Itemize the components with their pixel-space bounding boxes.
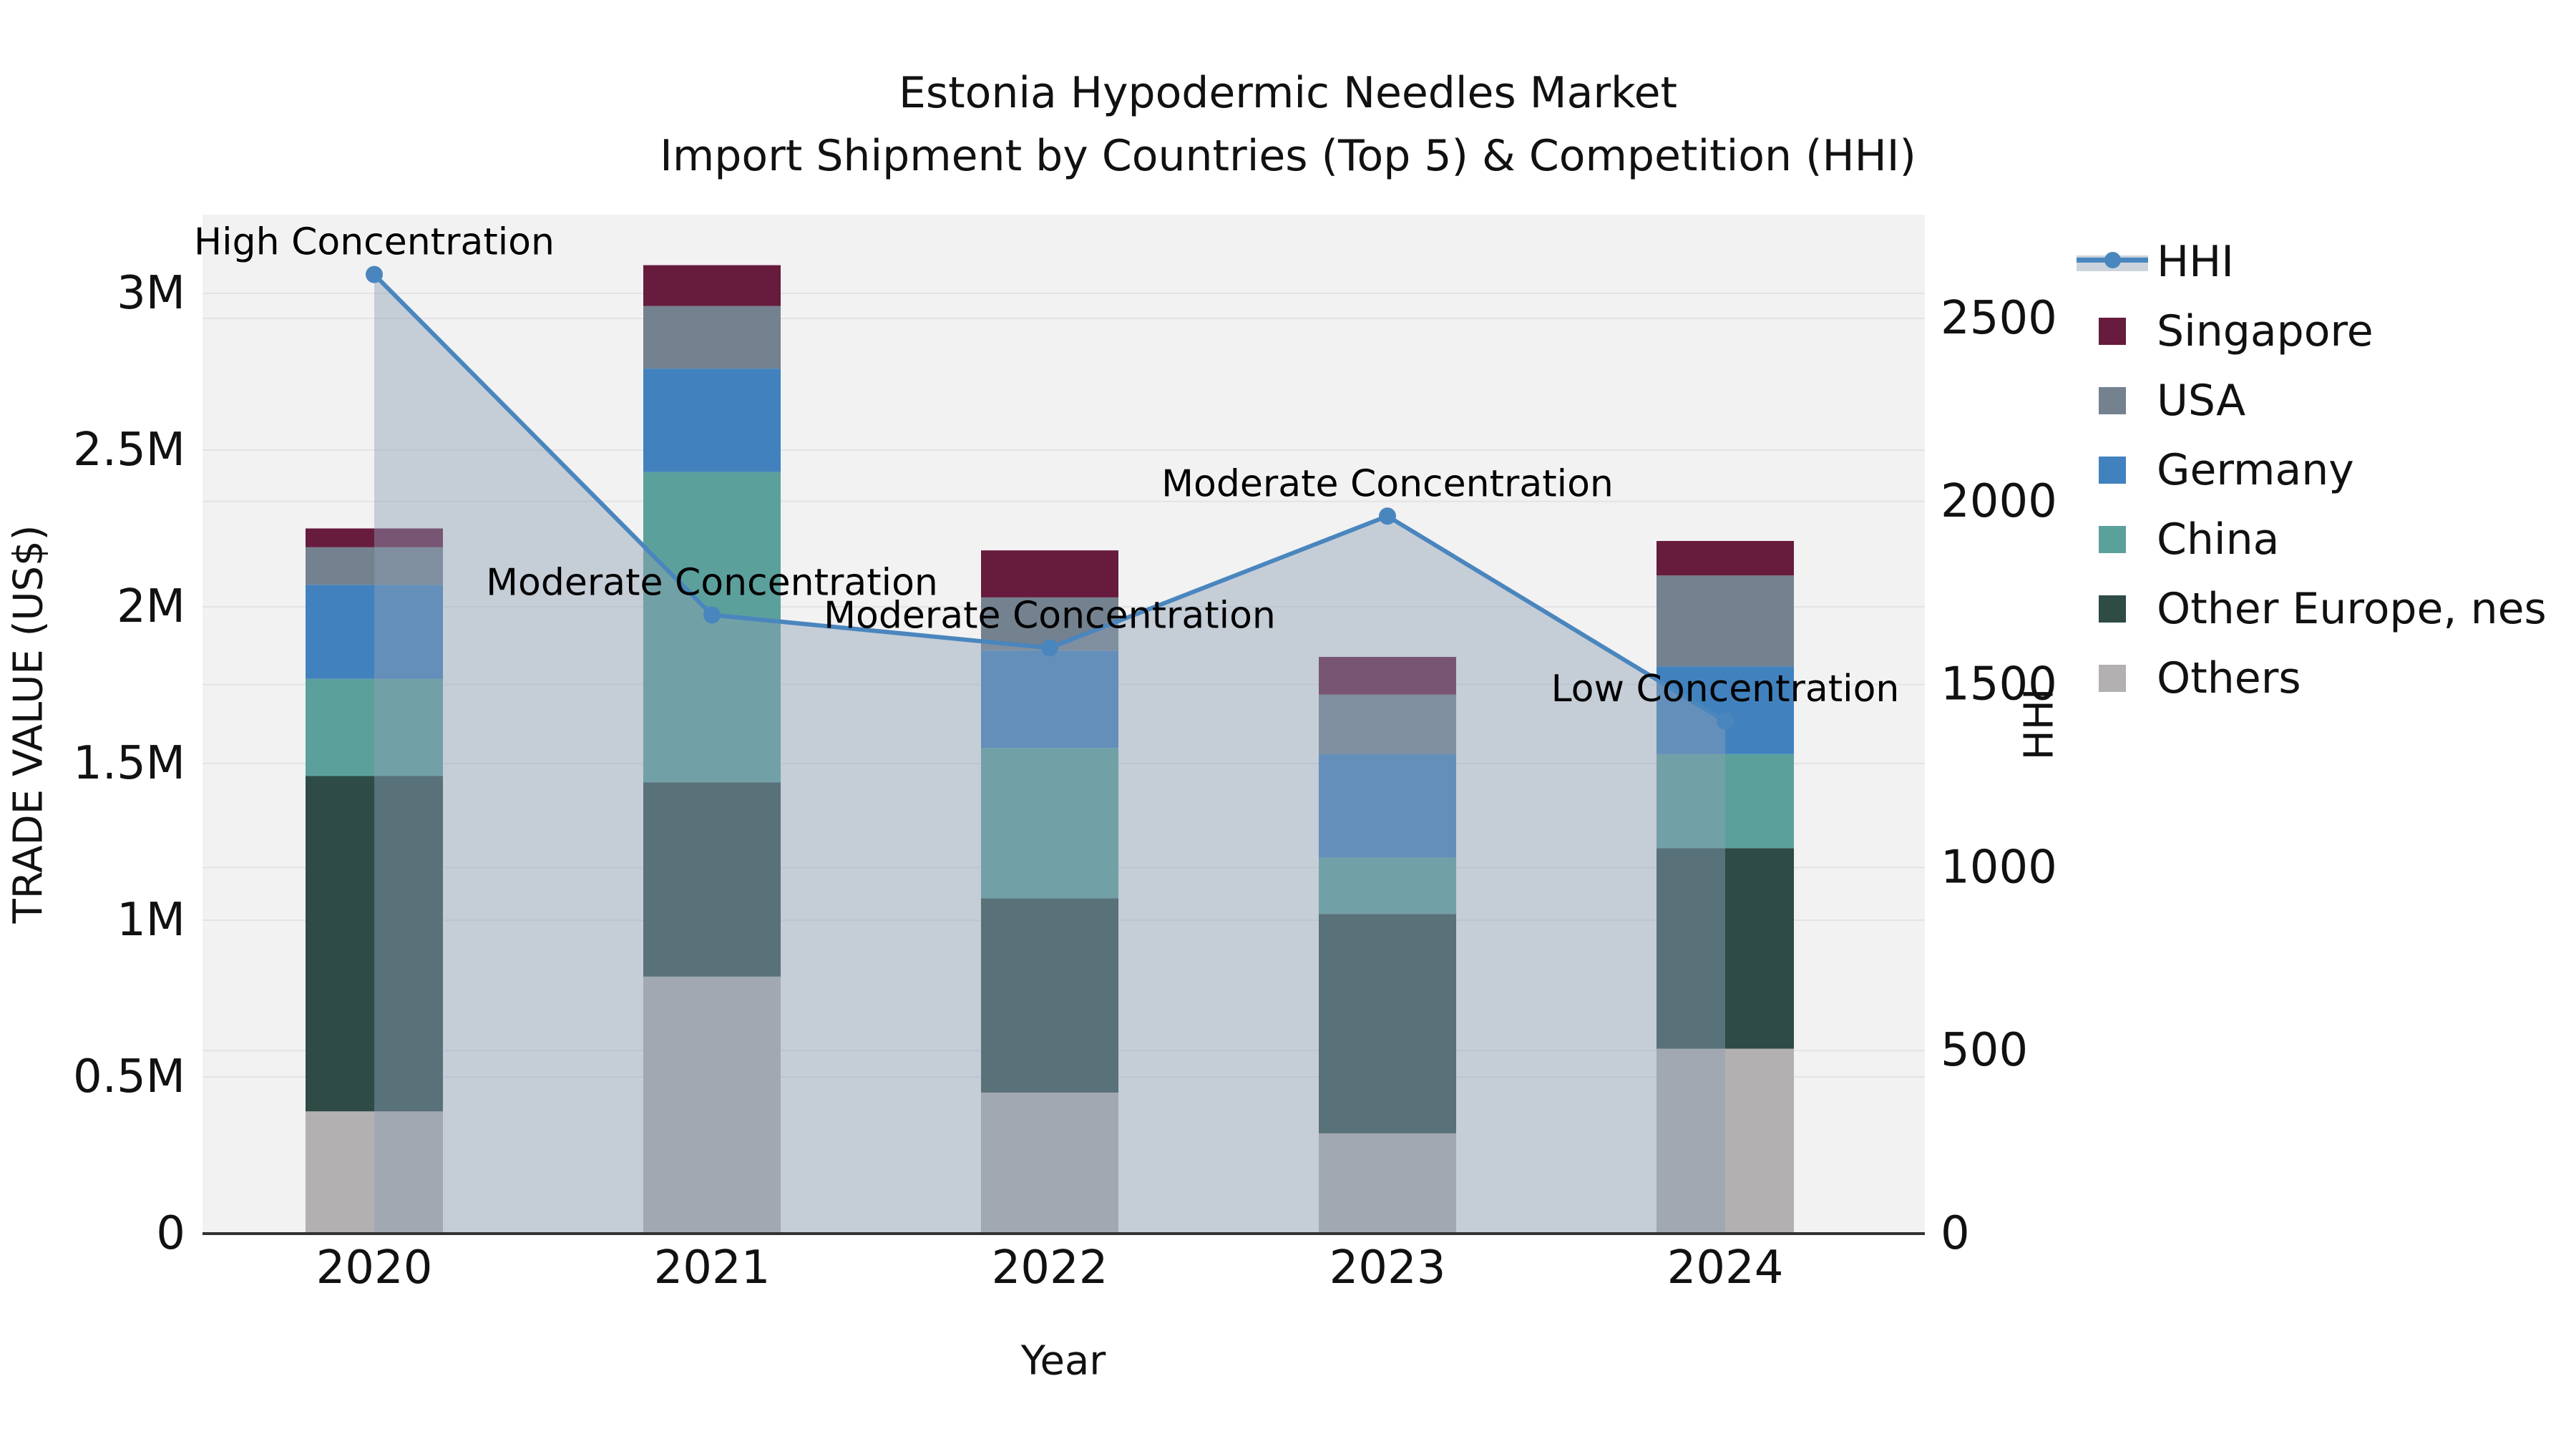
bar-segment-2021-germany [643, 369, 781, 472]
annotation-2021: Moderate Concentration [486, 561, 938, 604]
legend-color-swatch-icon [2075, 317, 2150, 345]
bar-segment-2020-germany [306, 585, 443, 679]
x-tick-2020: 2020 [316, 1241, 433, 1294]
bar-segment-2024-other-europe-nes [1657, 848, 1794, 1049]
legend-label: Other Europe, nes [2157, 583, 2547, 634]
x-tick-2024: 2024 [1667, 1241, 1784, 1294]
hhi-marker-2020 [366, 265, 383, 283]
legend-label: Singapore [2157, 306, 2373, 356]
hhi-marker-2024 [1717, 712, 1734, 730]
bar-segment-2023-other-europe-nes [1319, 914, 1456, 1133]
legend-item-germany: Germany [2075, 435, 2547, 504]
bar-segment-2022-germany [981, 650, 1118, 748]
bar-segment-2022-other-europe-nes [981, 898, 1118, 1093]
bar-segment-2021-china [643, 472, 781, 783]
bar-segment-2023-others [1319, 1133, 1456, 1234]
bar-segment-2022-singapore [981, 550, 1118, 597]
y-left-tick-2.5M: 2.5M [73, 424, 185, 477]
annotation-2023: Moderate Concentration [1161, 462, 1614, 505]
x-tick-2022: 2022 [992, 1241, 1108, 1294]
legend-label: Germany [2157, 444, 2354, 495]
legend-color-swatch-icon [2075, 664, 2150, 692]
bar-segment-2021-usa [643, 306, 781, 369]
bar-segment-2020-other-europe-nes [306, 776, 443, 1112]
y-left-tick-0.5M: 0.5M [73, 1050, 185, 1103]
legend-item-other-europe-nes: Other Europe, nes [2075, 574, 2547, 643]
bar-segment-2024-usa [1657, 575, 1794, 667]
legend-label: HHI [2157, 236, 2234, 287]
legend-color-swatch-icon [2075, 456, 2150, 484]
legend-label: Others [2157, 653, 2301, 703]
x-tick-2021: 2021 [654, 1241, 771, 1294]
bar-segment-2022-others [981, 1092, 1118, 1234]
bar-segment-2022-china [981, 748, 1118, 899]
bar-segment-2023-usa [1319, 694, 1456, 754]
bar-segment-2021-others [643, 976, 781, 1234]
bar-segment-2024-others [1657, 1048, 1794, 1234]
legend-color-swatch-icon [2075, 525, 2150, 553]
y-left-tick-1.5M: 1.5M [73, 737, 185, 790]
y-right-axis-title: HHI [2016, 688, 2063, 761]
bar-segment-2020-others [306, 1111, 443, 1234]
hhi-area-fill [374, 274, 1725, 1234]
bar-segment-2024-singapore [1657, 541, 1794, 576]
legend-color-swatch-icon [2075, 386, 2150, 414]
bar-segment-2024-germany [1657, 666, 1794, 754]
y-left-axis-title: TRADE VALUE (US$) [5, 525, 52, 924]
bar-segment-2021-other-europe-nes [643, 782, 781, 977]
chart-title-line2: Import Shipment by Countries (Top 5) & C… [660, 131, 1916, 181]
chart-title-line1: Estonia Hypodermic Needles Market [898, 68, 1678, 118]
legend-hhi-line-icon [2075, 250, 2150, 274]
y-right-tick-2500: 2500 [1941, 292, 2057, 345]
hhi-marker-2022 [1041, 639, 1058, 657]
legend-item-others: Others [2075, 643, 2547, 713]
y-right-tick-500: 500 [1941, 1024, 2028, 1077]
legend-item-china: China [2075, 504, 2547, 574]
annotation-2024: Low Concentration [1551, 668, 1900, 711]
legend-item-hhi: HHI [2075, 227, 2547, 296]
x-tick-2023: 2023 [1330, 1241, 1446, 1294]
y-right-tick-0: 0 [1941, 1207, 1970, 1260]
bar-segment-2024-china [1657, 753, 1794, 849]
legend-item-singapore: Singapore [2075, 296, 2547, 366]
bar-segment-2023-china [1319, 857, 1456, 914]
annotation-2020: High Concentration [194, 221, 555, 264]
bar-segment-2020-china [306, 678, 443, 776]
y-left-tick-0: 0 [156, 1207, 185, 1260]
bar-segment-2021-singapore [643, 265, 781, 306]
bar-segment-2023-singapore [1319, 657, 1456, 695]
y-right-tick-1500: 1500 [1941, 658, 2057, 711]
chart-title: Estonia Hypodermic Needles Market Import… [0, 62, 2576, 187]
hhi-marker-2021 [703, 606, 721, 624]
bar-segment-2020-singapore [306, 528, 443, 547]
y-left-tick-3M: 3M [117, 267, 185, 320]
legend-item-usa: USA [2075, 366, 2547, 435]
hhi-marker-2023 [1379, 507, 1396, 525]
y-right-tick-1000: 1000 [1941, 841, 2057, 894]
x-axis-title: Year [1020, 1337, 1106, 1385]
legend-label: USA [2157, 375, 2246, 426]
y-right-tick-2000: 2000 [1941, 475, 2057, 528]
legend: HHI Singapore USA Germany China Other Europe,… [2075, 227, 2547, 713]
y-left-tick-2M: 2M [117, 580, 185, 633]
legend-label: China [2157, 514, 2280, 565]
y-left-tick-1M: 1M [117, 894, 185, 947]
annotation-2022: Moderate Concentration [824, 594, 1276, 637]
bar-segment-2023-germany [1319, 753, 1456, 858]
legend-color-swatch-icon [2075, 595, 2150, 623]
bar-segment-2020-usa [306, 547, 443, 585]
